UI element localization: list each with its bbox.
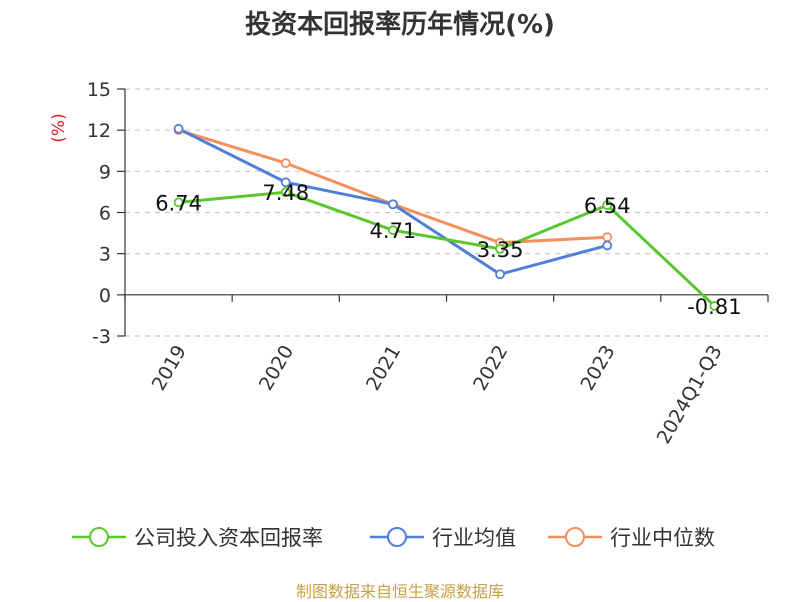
data-point xyxy=(388,225,398,236)
data-point xyxy=(280,158,291,169)
y-tick-label: 12 xyxy=(87,120,111,142)
data-label: 3.35 xyxy=(477,238,524,262)
legend: 公司投入资本回报率 行业均值 行业中位数 xyxy=(72,526,715,550)
x-tick-labels: 2019 2020 2021 2022 2023 2024Q1-Q3 xyxy=(148,342,727,448)
legend-marker xyxy=(565,527,585,547)
data-label: 7.48 xyxy=(262,181,309,205)
data-point xyxy=(602,232,613,243)
y-tick-label: 0 xyxy=(99,285,111,307)
data-point xyxy=(602,200,613,210)
legend-item: 行业中位数 xyxy=(548,526,715,550)
y-axis-unit-label: (%) xyxy=(49,113,69,142)
x-tick-label: 2019 xyxy=(148,342,191,395)
y-tick-label: 6 xyxy=(99,203,111,225)
x-tick-label: 2022 xyxy=(469,342,512,395)
x-tick-label: 2021 xyxy=(362,342,405,395)
data-point xyxy=(495,269,505,280)
data-point xyxy=(173,197,184,208)
data-point xyxy=(280,177,291,188)
data-label: -0.81 xyxy=(687,295,741,319)
legend-item: 行业均值 xyxy=(370,526,516,550)
data-point xyxy=(388,199,398,210)
y-tick-label: 9 xyxy=(99,161,111,183)
gridlines xyxy=(125,88,768,337)
data-point xyxy=(709,301,720,311)
series-line xyxy=(178,190,716,308)
data-point xyxy=(495,243,505,254)
data-label: 4.71 xyxy=(370,219,417,243)
x-tick-label: 2024Q1-Q3 xyxy=(653,342,727,448)
data-point xyxy=(602,240,613,251)
x-tick-label: 2023 xyxy=(576,342,619,395)
y-tick-labels: 15 12 9 6 3 0 -3 xyxy=(87,79,111,348)
data-point xyxy=(173,123,184,134)
data-label: 6.54 xyxy=(584,194,631,218)
y-tick-label: 3 xyxy=(99,244,111,266)
series-lines xyxy=(177,127,716,308)
x-tick-label: 2020 xyxy=(255,342,298,395)
legend-marker xyxy=(89,527,109,547)
series-points xyxy=(173,123,720,311)
legend-label: 行业中位数 xyxy=(610,526,715,550)
chart-title: 投资本回报率历年情况(%) xyxy=(245,10,555,40)
axes xyxy=(117,88,769,337)
y-tick-label: -3 xyxy=(92,326,111,348)
y-tick-label: 15 xyxy=(87,79,111,101)
legend-label: 公司投入资本回报率 xyxy=(134,526,323,550)
legend-label: 行业均值 xyxy=(432,526,516,550)
data-label: 6.74 xyxy=(155,191,202,215)
data-point xyxy=(280,187,291,198)
legend-item: 公司投入资本回报率 xyxy=(72,526,323,550)
source-note: 制图数据来自恒生聚源数据库 xyxy=(295,582,504,601)
legend-marker xyxy=(387,527,407,547)
data-labels: 6.74 7.48 4.71 3.35 6.54 -0.81 xyxy=(155,181,741,319)
